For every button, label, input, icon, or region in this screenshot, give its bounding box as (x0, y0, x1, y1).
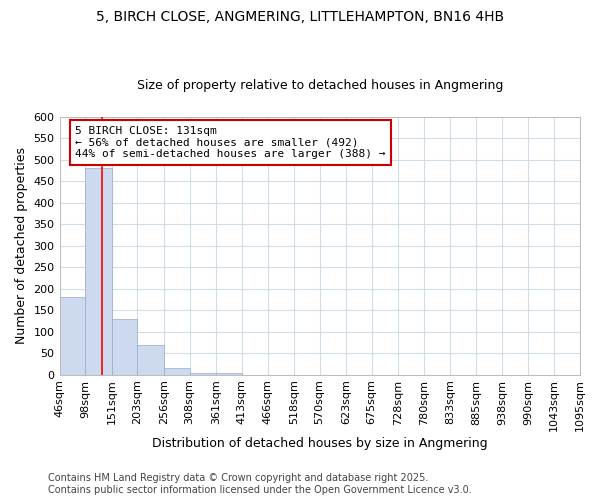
Text: 5 BIRCH CLOSE: 131sqm
← 56% of detached houses are smaller (492)
44% of semi-det: 5 BIRCH CLOSE: 131sqm ← 56% of detached … (75, 126, 386, 159)
Bar (112, 319, 137, 374)
Bar (59, 298, 85, 374)
Text: Contains HM Land Registry data © Crown copyright and database right 2025.
Contai: Contains HM Land Registry data © Crown c… (48, 474, 472, 495)
X-axis label: Distribution of detached houses by size in Angmering: Distribution of detached houses by size … (152, 437, 488, 450)
Text: 5, BIRCH CLOSE, ANGMERING, LITTLEHAMPTON, BN16 4HB: 5, BIRCH CLOSE, ANGMERING, LITTLEHAMPTON… (96, 10, 504, 24)
Y-axis label: Number of detached properties: Number of detached properties (15, 147, 28, 344)
Bar (164, 368, 190, 374)
Bar (85, 168, 112, 374)
Bar (190, 372, 216, 374)
Title: Size of property relative to detached houses in Angmering: Size of property relative to detached ho… (137, 79, 503, 92)
Bar (137, 344, 164, 374)
